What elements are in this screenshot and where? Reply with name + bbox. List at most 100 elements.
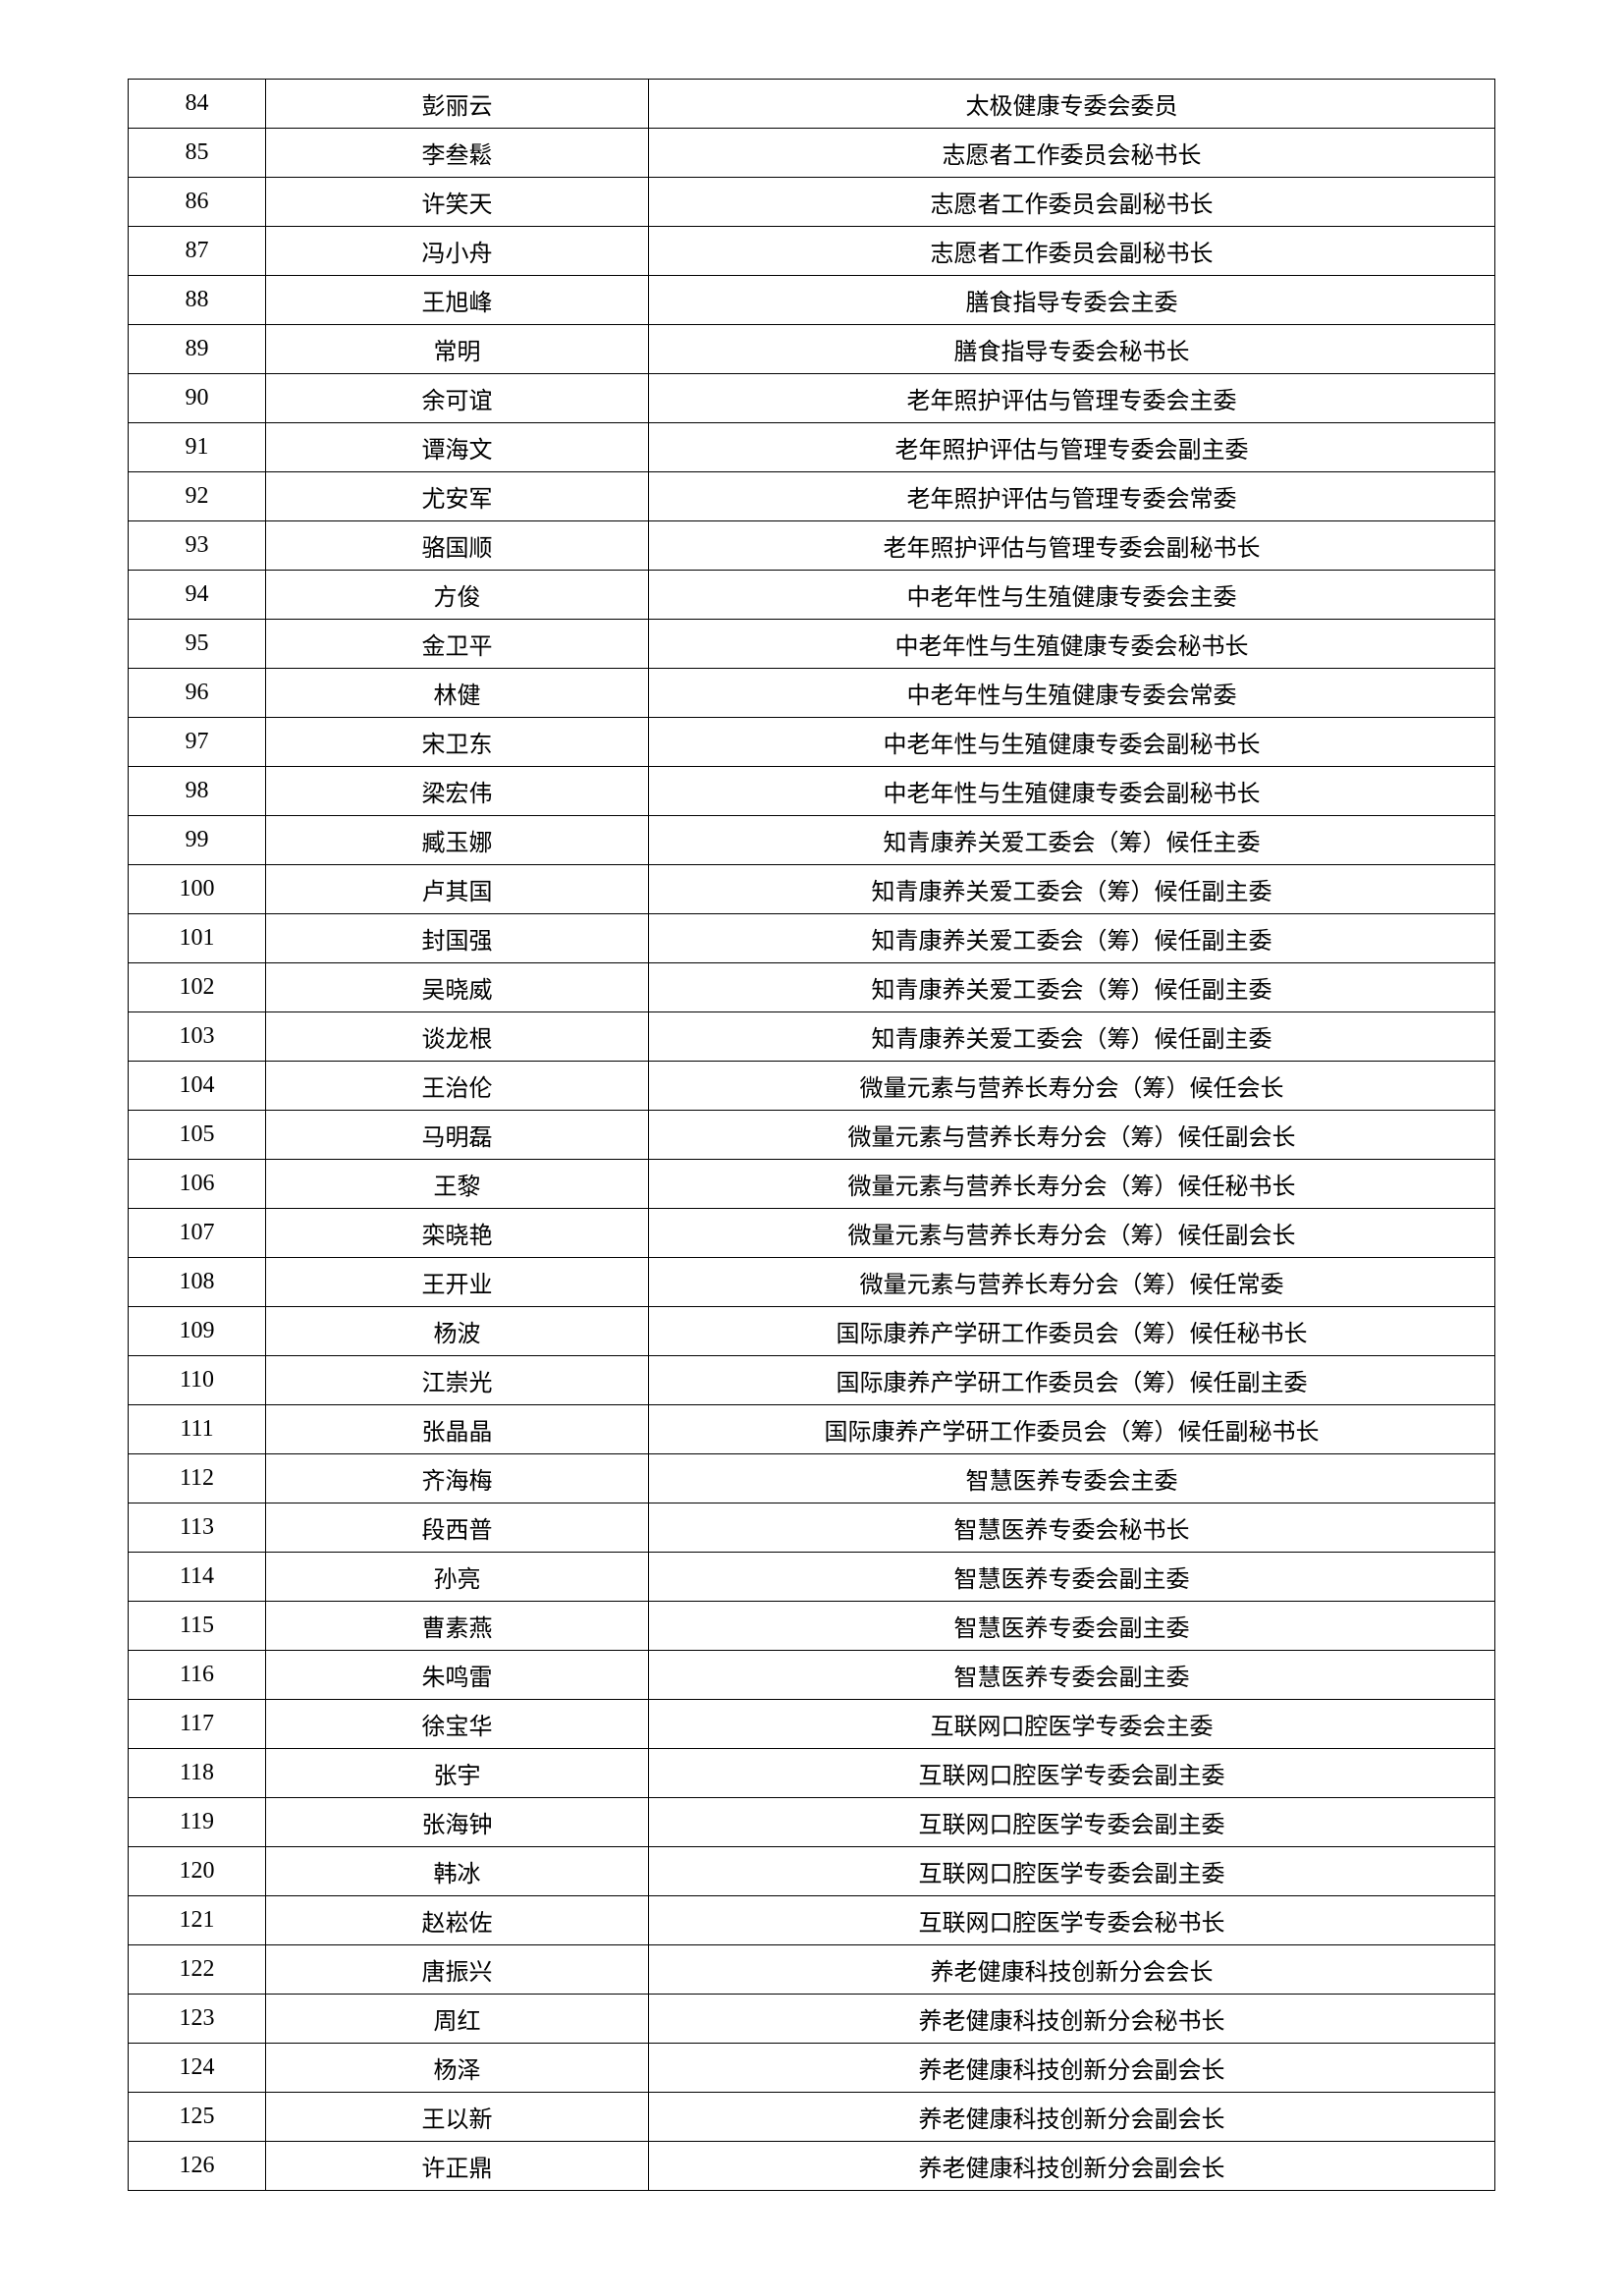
row-number: 98 bbox=[129, 767, 266, 816]
row-name: 许正鼎 bbox=[266, 2142, 649, 2191]
table-row: 122唐振兴养老健康科技创新分会会长 bbox=[129, 1945, 1495, 1995]
row-number: 120 bbox=[129, 1847, 266, 1896]
row-number: 114 bbox=[129, 1553, 266, 1602]
row-name: 吴晓威 bbox=[266, 963, 649, 1012]
row-role: 养老健康科技创新分会秘书长 bbox=[649, 1995, 1495, 2044]
table-row: 116朱鸣雷智慧医养专委会副主委 bbox=[129, 1651, 1495, 1700]
row-name: 常明 bbox=[266, 325, 649, 374]
row-number: 109 bbox=[129, 1307, 266, 1356]
row-role: 养老健康科技创新分会副会长 bbox=[649, 2142, 1495, 2191]
row-role: 知青康养关爱工委会（筹）候任副主委 bbox=[649, 914, 1495, 963]
row-name: 许笑天 bbox=[266, 178, 649, 227]
table-row: 124杨泽养老健康科技创新分会副会长 bbox=[129, 2044, 1495, 2093]
row-number: 90 bbox=[129, 374, 266, 423]
row-number: 88 bbox=[129, 276, 266, 325]
row-number: 122 bbox=[129, 1945, 266, 1995]
row-number: 112 bbox=[129, 1454, 266, 1503]
row-role: 智慧医养专委会副主委 bbox=[649, 1602, 1495, 1651]
row-role: 智慧医养专委会秘书长 bbox=[649, 1503, 1495, 1553]
row-number: 84 bbox=[129, 80, 266, 129]
row-role: 老年照护评估与管理专委会常委 bbox=[649, 472, 1495, 521]
table-row: 95金卫平中老年性与生殖健康专委会秘书长 bbox=[129, 620, 1495, 669]
table-row: 113段西普智慧医养专委会秘书长 bbox=[129, 1503, 1495, 1553]
table-row: 125王以新养老健康科技创新分会副会长 bbox=[129, 2093, 1495, 2142]
row-role: 老年照护评估与管理专委会主委 bbox=[649, 374, 1495, 423]
row-number: 96 bbox=[129, 669, 266, 718]
row-name: 谈龙根 bbox=[266, 1012, 649, 1062]
row-role: 志愿者工作委员会副秘书长 bbox=[649, 178, 1495, 227]
row-role: 太极健康专委会委员 bbox=[649, 80, 1495, 129]
row-number: 117 bbox=[129, 1700, 266, 1749]
row-name: 张晶晶 bbox=[266, 1405, 649, 1454]
row-name: 骆国顺 bbox=[266, 521, 649, 571]
row-name: 王开业 bbox=[266, 1258, 649, 1307]
row-name: 徐宝华 bbox=[266, 1700, 649, 1749]
table-row: 99臧玉娜知青康养关爱工委会（筹）候任主委 bbox=[129, 816, 1495, 865]
row-number: 110 bbox=[129, 1356, 266, 1405]
row-name: 唐振兴 bbox=[266, 1945, 649, 1995]
row-name: 王治伦 bbox=[266, 1062, 649, 1111]
row-number: 105 bbox=[129, 1111, 266, 1160]
table-row: 114孙亮智慧医养专委会副主委 bbox=[129, 1553, 1495, 1602]
row-name: 曹素燕 bbox=[266, 1602, 649, 1651]
row-name: 宋卫东 bbox=[266, 718, 649, 767]
table-row: 92尤安军老年照护评估与管理专委会常委 bbox=[129, 472, 1495, 521]
row-number: 115 bbox=[129, 1602, 266, 1651]
table-row: 120韩冰互联网口腔医学专委会副主委 bbox=[129, 1847, 1495, 1896]
row-number: 124 bbox=[129, 2044, 266, 2093]
row-name: 王黎 bbox=[266, 1160, 649, 1209]
row-number: 111 bbox=[129, 1405, 266, 1454]
row-role: 微量元素与营养长寿分会（筹）候任副会长 bbox=[649, 1209, 1495, 1258]
row-number: 93 bbox=[129, 521, 266, 571]
table-row: 97宋卫东中老年性与生殖健康专委会副秘书长 bbox=[129, 718, 1495, 767]
row-role: 知青康养关爱工委会（筹）候任主委 bbox=[649, 816, 1495, 865]
row-number: 108 bbox=[129, 1258, 266, 1307]
table-row: 119张海钟互联网口腔医学专委会副主委 bbox=[129, 1798, 1495, 1847]
row-number: 107 bbox=[129, 1209, 266, 1258]
table-row: 91谭海文老年照护评估与管理专委会副主委 bbox=[129, 423, 1495, 472]
row-name: 王以新 bbox=[266, 2093, 649, 2142]
table-row: 109杨波国际康养产学研工作委员会（筹）候任秘书长 bbox=[129, 1307, 1495, 1356]
row-role: 微量元素与营养长寿分会（筹）候任会长 bbox=[649, 1062, 1495, 1111]
row-name: 马明磊 bbox=[266, 1111, 649, 1160]
row-number: 101 bbox=[129, 914, 266, 963]
row-name: 谭海文 bbox=[266, 423, 649, 472]
row-number: 104 bbox=[129, 1062, 266, 1111]
row-role: 国际康养产学研工作委员会（筹）候任副秘书长 bbox=[649, 1405, 1495, 1454]
row-role: 互联网口腔医学专委会副主委 bbox=[649, 1798, 1495, 1847]
row-name: 林健 bbox=[266, 669, 649, 718]
row-role: 国际康养产学研工作委员会（筹）候任秘书长 bbox=[649, 1307, 1495, 1356]
row-number: 116 bbox=[129, 1651, 266, 1700]
row-name: 周红 bbox=[266, 1995, 649, 2044]
table-row: 90余可谊老年照护评估与管理专委会主委 bbox=[129, 374, 1495, 423]
row-role: 互联网口腔医学专委会主委 bbox=[649, 1700, 1495, 1749]
table-row: 112齐海梅智慧医养专委会主委 bbox=[129, 1454, 1495, 1503]
row-role: 互联网口腔医学专委会秘书长 bbox=[649, 1896, 1495, 1945]
row-role: 老年照护评估与管理专委会副秘书长 bbox=[649, 521, 1495, 571]
row-role: 知青康养关爱工委会（筹）候任副主委 bbox=[649, 963, 1495, 1012]
row-name: 江崇光 bbox=[266, 1356, 649, 1405]
row-name: 余可谊 bbox=[266, 374, 649, 423]
row-role: 国际康养产学研工作委员会（筹）候任副主委 bbox=[649, 1356, 1495, 1405]
row-role: 微量元素与营养长寿分会（筹）候任副会长 bbox=[649, 1111, 1495, 1160]
row-number: 86 bbox=[129, 178, 266, 227]
row-name: 臧玉娜 bbox=[266, 816, 649, 865]
table-row: 126许正鼎养老健康科技创新分会副会长 bbox=[129, 2142, 1495, 2191]
row-number: 106 bbox=[129, 1160, 266, 1209]
row-name: 金卫平 bbox=[266, 620, 649, 669]
table-row: 102吴晓威知青康养关爱工委会（筹）候任副主委 bbox=[129, 963, 1495, 1012]
row-role: 中老年性与生殖健康专委会主委 bbox=[649, 571, 1495, 620]
row-number: 85 bbox=[129, 129, 266, 178]
row-role: 膳食指导专委会秘书长 bbox=[649, 325, 1495, 374]
row-number: 100 bbox=[129, 865, 266, 914]
table-row: 84彭丽云太极健康专委会委员 bbox=[129, 80, 1495, 129]
table-row: 104王治伦微量元素与营养长寿分会（筹）候任会长 bbox=[129, 1062, 1495, 1111]
table-row: 111张晶晶国际康养产学研工作委员会（筹）候任副秘书长 bbox=[129, 1405, 1495, 1454]
row-role: 中老年性与生殖健康专委会秘书长 bbox=[649, 620, 1495, 669]
row-number: 103 bbox=[129, 1012, 266, 1062]
row-number: 97 bbox=[129, 718, 266, 767]
row-role: 互联网口腔医学专委会副主委 bbox=[649, 1749, 1495, 1798]
table-row: 105马明磊微量元素与营养长寿分会（筹）候任副会长 bbox=[129, 1111, 1495, 1160]
table-row: 115曹素燕智慧医养专委会副主委 bbox=[129, 1602, 1495, 1651]
row-number: 99 bbox=[129, 816, 266, 865]
